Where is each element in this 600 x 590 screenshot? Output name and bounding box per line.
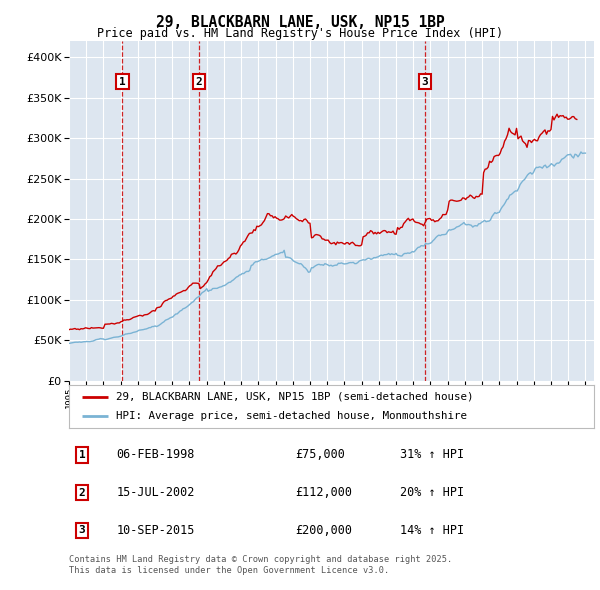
Text: 06-FEB-1998: 06-FEB-1998 xyxy=(116,448,194,461)
Text: £75,000: £75,000 xyxy=(295,448,344,461)
Text: 29, BLACKBARN LANE, USK, NP15 1BP (semi-detached house): 29, BLACKBARN LANE, USK, NP15 1BP (semi-… xyxy=(116,392,474,402)
Text: 14% ↑ HPI: 14% ↑ HPI xyxy=(400,524,464,537)
Text: 3: 3 xyxy=(422,77,428,87)
Text: 29, BLACKBARN LANE, USK, NP15 1BP: 29, BLACKBARN LANE, USK, NP15 1BP xyxy=(155,15,445,30)
Text: 31% ↑ HPI: 31% ↑ HPI xyxy=(400,448,464,461)
Text: 15-JUL-2002: 15-JUL-2002 xyxy=(116,486,194,499)
Text: 20% ↑ HPI: 20% ↑ HPI xyxy=(400,486,464,499)
Text: 2: 2 xyxy=(196,77,202,87)
Text: This data is licensed under the Open Government Licence v3.0.: This data is licensed under the Open Gov… xyxy=(69,566,389,575)
Text: £112,000: £112,000 xyxy=(295,486,352,499)
Text: HPI: Average price, semi-detached house, Monmouthshire: HPI: Average price, semi-detached house,… xyxy=(116,411,467,421)
Text: 10-SEP-2015: 10-SEP-2015 xyxy=(116,524,194,537)
Text: £200,000: £200,000 xyxy=(295,524,352,537)
Text: Contains HM Land Registry data © Crown copyright and database right 2025.: Contains HM Land Registry data © Crown c… xyxy=(69,555,452,563)
Text: Price paid vs. HM Land Registry's House Price Index (HPI): Price paid vs. HM Land Registry's House … xyxy=(97,27,503,40)
Text: 1: 1 xyxy=(79,450,86,460)
Text: 1: 1 xyxy=(119,77,126,87)
Text: 2: 2 xyxy=(79,488,86,497)
Text: 3: 3 xyxy=(79,526,86,535)
